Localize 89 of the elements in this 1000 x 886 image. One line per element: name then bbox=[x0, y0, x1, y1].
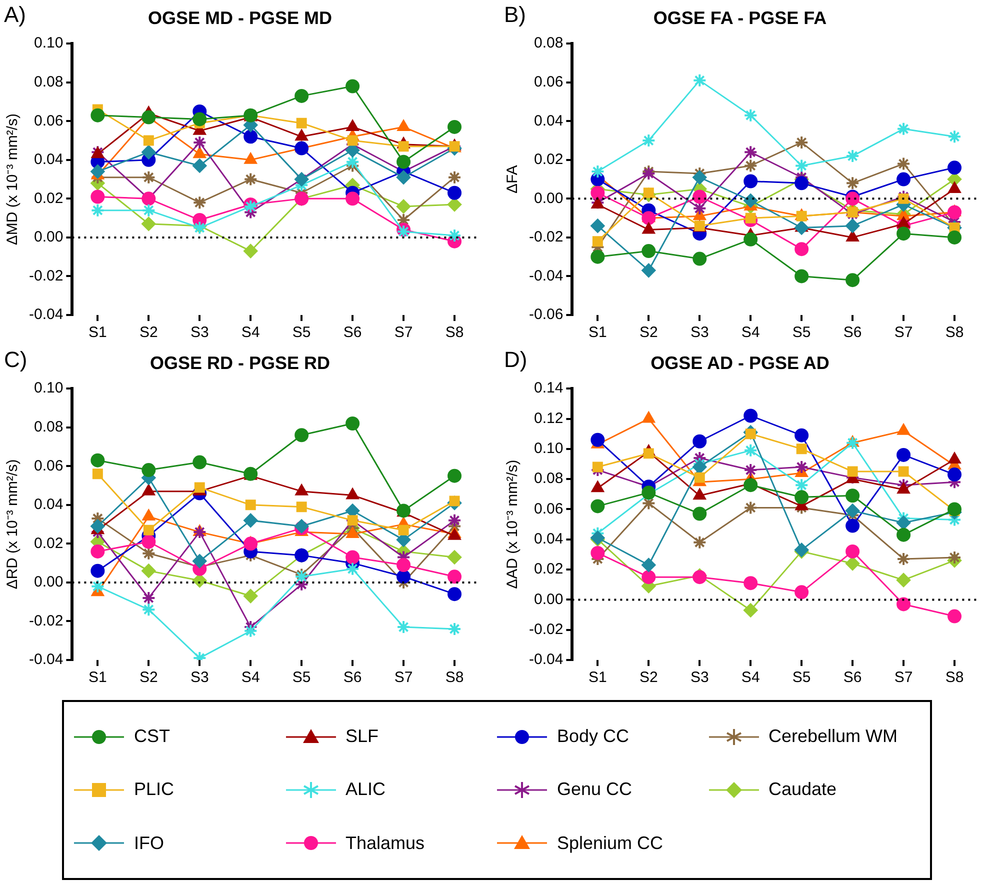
y-tick-label: -0.02 bbox=[28, 612, 64, 630]
x-tick-label: S7 bbox=[894, 324, 913, 342]
y-tick-label: 0.12 bbox=[534, 410, 564, 427]
y-tick-label: -0.02 bbox=[528, 228, 564, 246]
y-tick-label: 0.02 bbox=[534, 560, 564, 578]
legend-label: Cerebellum WM bbox=[768, 726, 898, 748]
x-tick-label: S4 bbox=[241, 324, 260, 342]
x-tick-label: S4 bbox=[241, 669, 260, 686]
y-tick-label: 0.04 bbox=[34, 496, 64, 514]
x-tick-label: S1 bbox=[588, 324, 607, 342]
y-tick-label: 0.08 bbox=[34, 418, 64, 436]
legend-label: Genu CC bbox=[557, 779, 632, 800]
y-tick-label: -0.02 bbox=[528, 620, 564, 638]
x-tick-label: S6 bbox=[843, 324, 862, 342]
y-tick-label: 0.06 bbox=[534, 74, 564, 91]
y-tick-label: 0.14 bbox=[534, 380, 564, 397]
chart-title: OGSE FA - PGSE FA bbox=[653, 8, 827, 28]
legend-label: CST bbox=[134, 726, 170, 748]
y-axis-title: ΔMD (x 10⁻³ mm²/s) bbox=[4, 113, 22, 246]
x-tick-label: S8 bbox=[445, 324, 464, 342]
y-tick-label: 0.06 bbox=[34, 112, 64, 130]
y-tick-label: 0.00 bbox=[34, 574, 64, 591]
y-tick-label: 0.04 bbox=[534, 530, 564, 548]
x-tick-label: S2 bbox=[139, 669, 158, 686]
y-tick-label: 0.00 bbox=[34, 228, 64, 246]
legend-label: Caudate bbox=[768, 779, 837, 800]
y-tick-label: 0.00 bbox=[534, 190, 564, 207]
x-tick-label: S7 bbox=[394, 324, 413, 342]
y-tick-label: 0.02 bbox=[34, 190, 64, 207]
x-tick-label: S5 bbox=[292, 324, 311, 342]
x-tick-label: S6 bbox=[343, 669, 362, 686]
y-axis-title: ΔRD (x 10⁻³ mm²/s) bbox=[4, 459, 22, 590]
text: A) bbox=[4, 2, 26, 28]
x-tick-label: S1 bbox=[88, 324, 107, 342]
text: D) bbox=[504, 347, 528, 373]
legend-label: IFO bbox=[134, 832, 164, 854]
y-tick-label: 0.08 bbox=[534, 470, 564, 488]
y-tick-label: -0.04 bbox=[528, 267, 564, 284]
x-tick-label: S7 bbox=[894, 669, 913, 686]
y-tick-label: -0.04 bbox=[28, 306, 64, 324]
x-tick-label: S2 bbox=[639, 324, 658, 342]
x-tick-label: S3 bbox=[190, 324, 209, 342]
x-tick-label: S3 bbox=[690, 669, 709, 686]
legend-label: Body CC bbox=[557, 726, 630, 748]
x-tick-label: S8 bbox=[945, 324, 964, 342]
text: B) bbox=[504, 2, 526, 28]
chart-title: OGSE RD - PGSE RD bbox=[150, 352, 330, 373]
y-axis-title: ΔFA bbox=[504, 165, 522, 194]
y-tick-label: 0.10 bbox=[34, 34, 64, 52]
x-tick-label: S5 bbox=[792, 324, 811, 342]
x-tick-label: S4 bbox=[741, 324, 760, 342]
x-tick-label: S5 bbox=[292, 669, 311, 686]
y-tick-label: 0.08 bbox=[534, 34, 564, 52]
x-tick-label: S6 bbox=[343, 324, 362, 342]
legend-label: Splenium CC bbox=[557, 832, 664, 854]
y-tick-label: 0.10 bbox=[34, 380, 64, 397]
x-tick-label: S3 bbox=[190, 669, 209, 686]
text: C) bbox=[4, 347, 28, 373]
y-tick-label: -0.02 bbox=[28, 267, 64, 284]
x-tick-label: S1 bbox=[88, 669, 107, 686]
legend-label: Thalamus bbox=[346, 832, 425, 854]
y-tick-label: 0.02 bbox=[534, 151, 564, 168]
x-tick-label: S5 bbox=[792, 669, 811, 686]
x-tick-label: S6 bbox=[843, 669, 862, 686]
chart-title: OGSE MD - PGSE MD bbox=[148, 8, 332, 28]
y-tick-label: 0.08 bbox=[34, 74, 64, 91]
x-tick-label: S2 bbox=[139, 324, 158, 342]
y-tick-label: 0.00 bbox=[534, 590, 564, 608]
y-tick-label: 0.04 bbox=[534, 112, 564, 130]
x-tick-label: S8 bbox=[445, 669, 464, 686]
y-tick-label: 0.06 bbox=[34, 457, 64, 474]
x-tick-label: S2 bbox=[639, 669, 658, 686]
x-tick-label: S1 bbox=[588, 669, 607, 686]
legend-label: PLIC bbox=[134, 779, 174, 800]
chart-title: OGSE AD - PGSE AD bbox=[650, 352, 830, 373]
y-tick-label: 0.04 bbox=[34, 151, 64, 168]
x-tick-label: S7 bbox=[394, 669, 413, 686]
y-tick-label: 0.10 bbox=[534, 440, 564, 458]
y-axis-title: ΔAD (x 10⁻³ mm²/s) bbox=[504, 460, 522, 589]
x-tick-label: S4 bbox=[741, 669, 760, 686]
y-tick-label: -0.04 bbox=[28, 651, 64, 668]
legend-label: ALIC bbox=[346, 779, 386, 800]
y-tick-label: 0.02 bbox=[34, 534, 64, 552]
x-tick-label: S3 bbox=[690, 324, 709, 342]
x-tick-label: S8 bbox=[945, 669, 964, 686]
y-tick-label: 0.06 bbox=[534, 500, 564, 518]
y-tick-label: -0.04 bbox=[528, 651, 564, 668]
legend-label: SLF bbox=[346, 726, 379, 748]
y-tick-label: -0.06 bbox=[528, 306, 564, 324]
